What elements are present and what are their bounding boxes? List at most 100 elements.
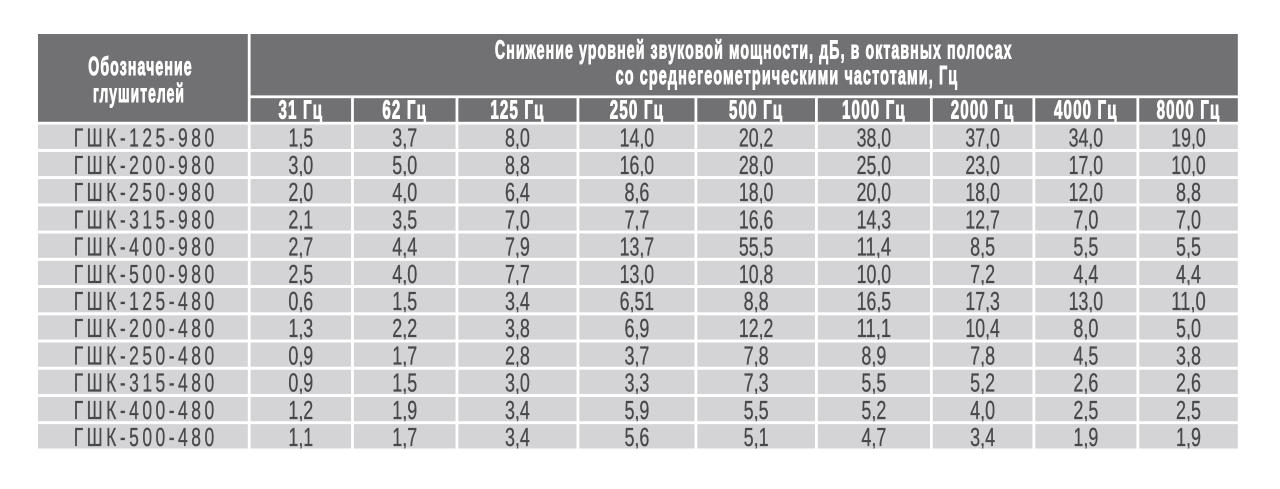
svg-text:18,0: 18,0 (965, 177, 1000, 207)
svg-text:2,0: 2,0 (288, 177, 313, 207)
svg-text:со среднегеометрическими часто: со среднегеометрическими частотами, Гц (616, 60, 959, 90)
svg-text:5,0: 5,0 (392, 150, 417, 180)
svg-text:3,4: 3,4 (505, 395, 530, 425)
svg-text:7,0: 7,0 (1073, 204, 1098, 234)
svg-text:7,2: 7,2 (970, 259, 995, 289)
svg-text:250 Гц: 250 Гц (610, 94, 664, 124)
svg-text:3,4: 3,4 (505, 422, 530, 452)
svg-text:6,51: 6,51 (620, 286, 655, 316)
svg-text:1,3: 1,3 (288, 313, 313, 343)
svg-text:12,2: 12,2 (739, 313, 774, 343)
svg-text:ГШК-315-980: ГШК-315-980 (74, 204, 218, 234)
svg-text:7,0: 7,0 (505, 204, 530, 234)
svg-text:ГШК-400-980: ГШК-400-980 (74, 232, 218, 262)
svg-text:2,8: 2,8 (505, 340, 530, 370)
svg-text:13,7: 13,7 (620, 232, 655, 262)
svg-text:3,4: 3,4 (505, 286, 530, 316)
svg-text:5,5: 5,5 (1176, 232, 1201, 262)
svg-text:4,4: 4,4 (392, 232, 417, 262)
svg-text:1,5: 1,5 (392, 286, 417, 316)
svg-text:5,6: 5,6 (624, 422, 649, 452)
svg-text:ГШК-200-480: ГШК-200-480 (74, 313, 218, 343)
svg-text:1,5: 1,5 (392, 368, 417, 398)
svg-text:5,5: 5,5 (1073, 232, 1098, 262)
svg-text:2,6: 2,6 (1176, 368, 1201, 398)
svg-text:3,5: 3,5 (392, 204, 417, 234)
svg-text:8000 Гц: 8000 Гц (1157, 94, 1221, 124)
svg-text:3,4: 3,4 (970, 422, 995, 452)
svg-text:11,1: 11,1 (857, 313, 892, 343)
svg-text:0,9: 0,9 (288, 368, 313, 398)
svg-text:1,5: 1,5 (288, 123, 313, 153)
svg-text:2,6: 2,6 (1073, 368, 1098, 398)
svg-text:4,4: 4,4 (1073, 259, 1098, 289)
svg-text:14,3: 14,3 (857, 204, 892, 234)
svg-text:ГШК-315-480: ГШК-315-480 (74, 368, 218, 398)
svg-text:ГШК-125-480: ГШК-125-480 (74, 286, 218, 316)
svg-text:7,7: 7,7 (505, 259, 530, 289)
svg-text:7,8: 7,8 (744, 340, 769, 370)
svg-text:3,7: 3,7 (392, 123, 417, 153)
svg-text:4,0: 4,0 (392, 177, 417, 207)
svg-text:1,9: 1,9 (1073, 422, 1098, 452)
svg-text:6,9: 6,9 (624, 313, 649, 343)
svg-text:38,0: 38,0 (857, 123, 892, 153)
svg-text:18,0: 18,0 (739, 177, 774, 207)
svg-text:16,5: 16,5 (857, 286, 892, 316)
svg-text:23,0: 23,0 (965, 150, 1000, 180)
svg-text:1,9: 1,9 (392, 395, 417, 425)
svg-text:2,5: 2,5 (1073, 395, 1098, 425)
svg-text:5,2: 5,2 (861, 395, 886, 425)
svg-text:5,5: 5,5 (861, 368, 886, 398)
svg-text:10,0: 10,0 (1171, 150, 1206, 180)
svg-text:4,0: 4,0 (970, 395, 995, 425)
svg-text:0,9: 0,9 (288, 340, 313, 370)
svg-text:11,4: 11,4 (857, 232, 892, 262)
svg-text:7,0: 7,0 (1176, 204, 1201, 234)
svg-text:ГШК-125-980: ГШК-125-980 (74, 123, 218, 153)
svg-text:12,7: 12,7 (965, 204, 1000, 234)
svg-text:ГШК-500-980: ГШК-500-980 (74, 259, 218, 289)
svg-text:13,0: 13,0 (620, 259, 655, 289)
svg-text:ГШК-200-980: ГШК-200-980 (74, 150, 218, 180)
svg-text:5,9: 5,9 (624, 395, 649, 425)
svg-text:20,2: 20,2 (739, 123, 774, 153)
svg-text:10,4: 10,4 (965, 313, 1000, 343)
svg-text:4000 Гц: 4000 Гц (1054, 94, 1118, 124)
svg-text:14,0: 14,0 (620, 123, 655, 153)
svg-text:8,6: 8,6 (624, 177, 649, 207)
svg-text:10,0: 10,0 (857, 259, 892, 289)
svg-text:8,8: 8,8 (505, 150, 530, 180)
svg-text:1000 Гц: 1000 Гц (842, 94, 906, 124)
svg-text:2,5: 2,5 (288, 259, 313, 289)
svg-text:34,0: 34,0 (1069, 123, 1104, 153)
svg-text:19,0: 19,0 (1171, 123, 1206, 153)
svg-text:8,8: 8,8 (744, 286, 769, 316)
svg-text:2000 Гц: 2000 Гц (951, 94, 1015, 124)
svg-text:12,0: 12,0 (1069, 177, 1104, 207)
svg-text:55,5: 55,5 (739, 232, 774, 262)
svg-text:4,0: 4,0 (392, 259, 417, 289)
svg-text:8,9: 8,9 (861, 340, 886, 370)
svg-text:1,9: 1,9 (1176, 422, 1201, 452)
svg-text:3,0: 3,0 (505, 368, 530, 398)
svg-text:20,0: 20,0 (857, 177, 892, 207)
svg-text:Снижение уровней звуковой мощн: Снижение уровней звуковой мощности, дБ, … (495, 34, 1013, 64)
svg-text:8,5: 8,5 (970, 232, 995, 262)
svg-text:10,8: 10,8 (739, 259, 774, 289)
svg-text:500 Гц: 500 Гц (729, 94, 783, 124)
svg-text:11,0: 11,0 (1171, 286, 1206, 316)
svg-text:28,0: 28,0 (739, 150, 774, 180)
svg-text:1,1: 1,1 (288, 422, 313, 452)
svg-text:ГШК-500-480: ГШК-500-480 (74, 422, 218, 452)
svg-text:5,5: 5,5 (744, 395, 769, 425)
svg-text:2,1: 2,1 (288, 204, 313, 234)
svg-text:1,2: 1,2 (288, 395, 313, 425)
svg-text:4,4: 4,4 (1176, 259, 1201, 289)
svg-text:2,7: 2,7 (288, 232, 313, 262)
svg-text:ГШК-250-980: ГШК-250-980 (74, 177, 218, 207)
svg-text:2,2: 2,2 (392, 313, 417, 343)
svg-text:6,4: 6,4 (505, 177, 530, 207)
svg-text:3,8: 3,8 (505, 313, 530, 343)
svg-text:7,9: 7,9 (505, 232, 530, 262)
